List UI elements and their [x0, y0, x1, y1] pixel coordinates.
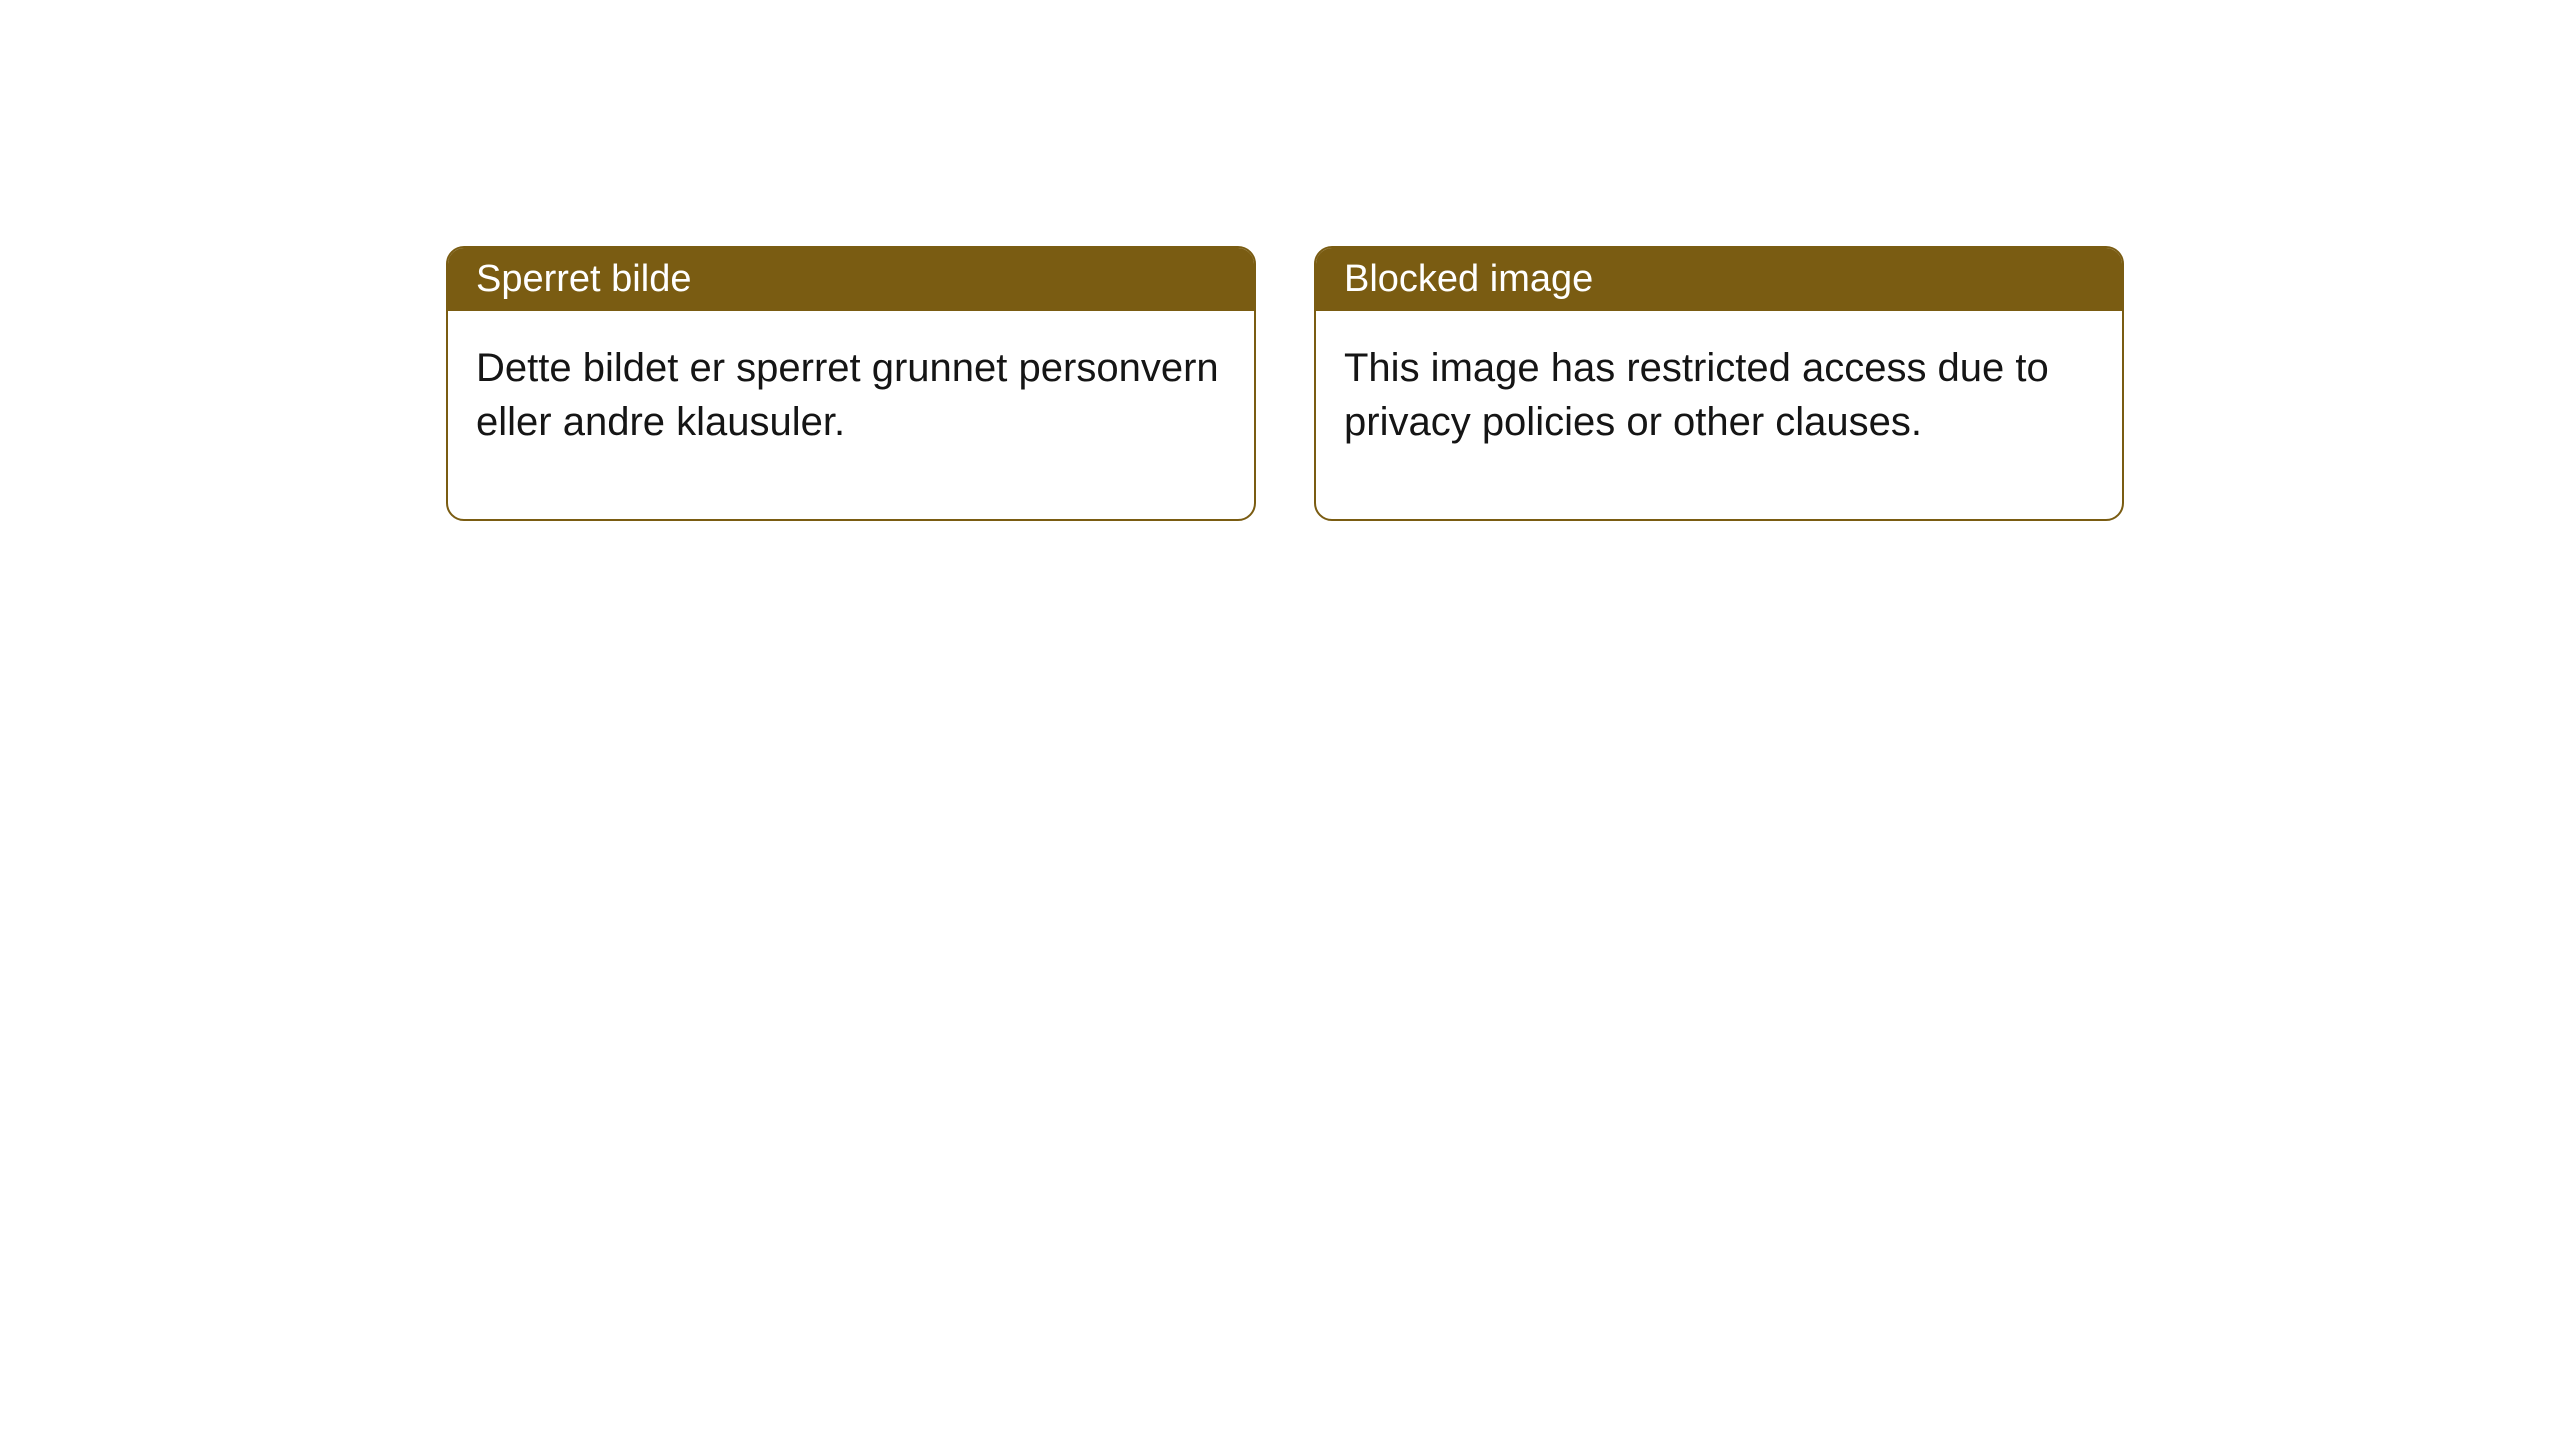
card-title: Blocked image	[1316, 248, 2122, 311]
blocked-image-card-en: Blocked image This image has restricted …	[1314, 246, 2124, 521]
notice-container: Sperret bilde Dette bildet er sperret gr…	[0, 0, 2560, 521]
card-body: This image has restricted access due to …	[1316, 311, 2122, 519]
card-title: Sperret bilde	[448, 248, 1254, 311]
blocked-image-card-no: Sperret bilde Dette bildet er sperret gr…	[446, 246, 1256, 521]
card-body: Dette bildet er sperret grunnet personve…	[448, 311, 1254, 519]
